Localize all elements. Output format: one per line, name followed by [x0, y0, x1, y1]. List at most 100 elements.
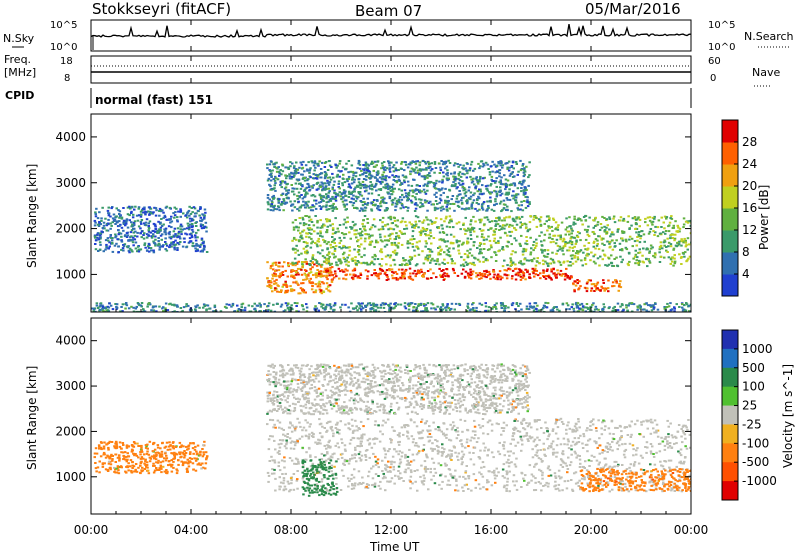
- heatmap-cell: [520, 215, 524, 218]
- heatmap-cell: [107, 247, 110, 250]
- heatmap-cell: [304, 291, 307, 294]
- heatmap-cell: [131, 241, 135, 244]
- heatmap-cell: [401, 193, 404, 196]
- heatmap-cell: [514, 308, 517, 311]
- heatmap-cell: [520, 204, 523, 207]
- heatmap-cell: [270, 200, 274, 203]
- heatmap-cell: [337, 230, 340, 233]
- heatmap-cell: [425, 200, 429, 203]
- heatmap-cell: [174, 211, 177, 214]
- heatmap-cell: [490, 220, 494, 223]
- heatmap-cell: [503, 305, 506, 307]
- heatmap-cell: [279, 169, 282, 171]
- heatmap-cell: [330, 240, 334, 243]
- heatmap-cell: [544, 275, 548, 277]
- heatmap-cell: [615, 280, 618, 283]
- heatmap-cell: [371, 307, 375, 310]
- heatmap-cell: [613, 221, 617, 224]
- heatmap-cell: [360, 262, 363, 265]
- heatmap-cell: [594, 305, 598, 308]
- heatmap-cell: [559, 236, 562, 239]
- heatmap-cell: [606, 287, 610, 290]
- heatmap-cell: [592, 283, 596, 285]
- heatmap-cell: [157, 220, 160, 223]
- heatmap-cell: [414, 303, 417, 305]
- heatmap-cell: [292, 226, 296, 229]
- heatmap-cell: [140, 302, 144, 304]
- heatmap-cell: [192, 206, 196, 209]
- heatmap-cell: [340, 247, 343, 250]
- heatmap-cell: [131, 250, 134, 253]
- heatmap-cell: [137, 225, 141, 228]
- heatmap-cell: [422, 184, 425, 187]
- heatmap-cell: [310, 185, 314, 188]
- heatmap-cell: [603, 229, 607, 232]
- heatmap-cell: [383, 235, 387, 238]
- heatmap-cell: [574, 303, 578, 305]
- heatmap-cell: [407, 206, 410, 209]
- heatmap-cell: [495, 194, 499, 197]
- heatmap-cell: [326, 267, 329, 270]
- heatmap-cell: [198, 306, 201, 309]
- heatmap-cell: [569, 261, 572, 263]
- heatmap-cell: [95, 207, 98, 210]
- heatmap-cell: [375, 164, 378, 167]
- heatmap-cell: [176, 220, 179, 223]
- heatmap-cell: [402, 196, 406, 199]
- heatmap-cell: [517, 271, 520, 274]
- heatmap-cell: [578, 287, 581, 290]
- heatmap-cell: [386, 254, 390, 257]
- heatmap-cell: [291, 269, 294, 271]
- heatmap-cell: [451, 260, 454, 262]
- heatmap-cell: [267, 474, 271, 477]
- heatmap-cell: [361, 173, 364, 176]
- heatmap-cell: [487, 274, 490, 277]
- heatmap-cell: [367, 164, 371, 167]
- heatmap-cell: [321, 307, 325, 310]
- heatmap-cell: [290, 177, 293, 180]
- heatmap-cell: [591, 303, 594, 306]
- heatmap-cell: [550, 268, 553, 271]
- heatmap-cell: [547, 219, 551, 221]
- heatmap-cell: [464, 194, 468, 197]
- heatmap-cell: [459, 264, 463, 267]
- heatmap-cell: [306, 227, 310, 230]
- heatmap-cell: [331, 429, 334, 432]
- heatmap-cell: [409, 238, 412, 241]
- heatmap-cell: [173, 244, 176, 247]
- heatmap-cell: [162, 223, 165, 226]
- heatmap-cell: [115, 242, 118, 245]
- heatmap-cell: [570, 242, 573, 245]
- heatmap-cell: [450, 262, 454, 265]
- heatmap-cell: [98, 308, 102, 311]
- heatmap-cell: [329, 271, 333, 274]
- heatmap-cell: [529, 253, 532, 256]
- heatmap-cell: [424, 309, 427, 312]
- heatmap-cell: [516, 272, 519, 275]
- heatmap-cell: [380, 200, 383, 203]
- heatmap-cell: [356, 309, 359, 312]
- heatmap-cell: [424, 192, 428, 195]
- heatmap-cell: [601, 484, 604, 487]
- heatmap-cell: [305, 262, 309, 265]
- heatmap-cell: [335, 483, 338, 485]
- heatmap-cell: [312, 205, 316, 208]
- heatmap-cell: [303, 204, 306, 207]
- heatmap-cell: [479, 242, 482, 244]
- heatmap-cell: [539, 277, 542, 280]
- heatmap-cell: [587, 253, 590, 256]
- heatmap-cell: [566, 275, 570, 277]
- heatmap-cell: [297, 182, 301, 185]
- heatmap-cell: [404, 263, 407, 266]
- heatmap-cell: [272, 268, 275, 271]
- heatmap-cell: [280, 303, 284, 306]
- heatmap-cell: [336, 227, 339, 230]
- heatmap-cell: [395, 244, 398, 247]
- heatmap-cell: [332, 310, 335, 312]
- heatmap-cell: [110, 207, 113, 210]
- heatmap-cell: [500, 162, 503, 164]
- heatmap-cell: [575, 301, 578, 304]
- heatmap-cell: [462, 164, 465, 167]
- heatmap-cell: [349, 237, 352, 240]
- heatmap-cell: [411, 235, 414, 238]
